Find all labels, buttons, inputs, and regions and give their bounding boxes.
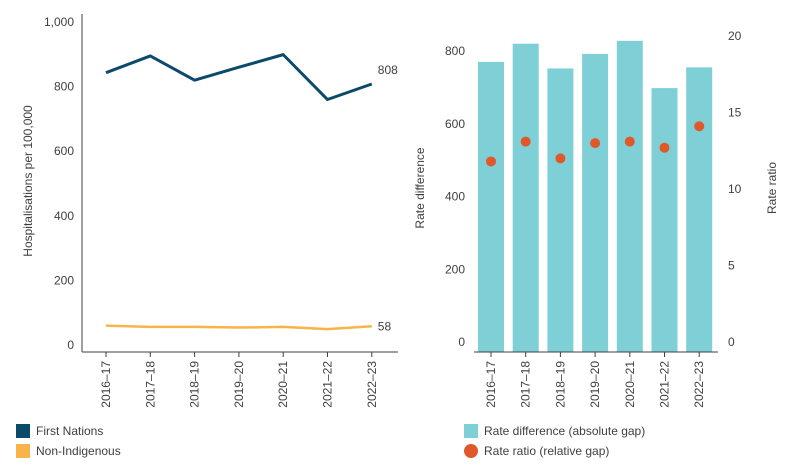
- chart1-end-label: 808: [378, 63, 398, 77]
- chart1-xtick-label: 2016–17: [99, 361, 113, 408]
- legend-label-rate-ratio: Rate ratio (relative gap): [484, 444, 610, 458]
- chart1-xtick-label: 2022–23: [365, 361, 379, 408]
- chart2-ytick-label: 0: [458, 335, 465, 349]
- legend-item-first-nations: First Nations: [16, 423, 121, 439]
- chart2-ytick-label: 400: [445, 190, 465, 204]
- rate-difference-bar: [616, 40, 643, 352]
- chart2-ytick-label: 600: [445, 117, 465, 131]
- chart2-y2tick-label: 0: [728, 335, 735, 349]
- chart1-xtick-label: 2018–19: [188, 361, 202, 408]
- chart2-y2tick-label: 20: [728, 29, 742, 43]
- legend-label-non-indigenous: Non-Indigenous: [36, 444, 121, 458]
- rate-difference-bar: [651, 88, 678, 352]
- chart2-y2tick-label: 10: [728, 182, 742, 196]
- chart1-end-label: 58: [378, 319, 392, 333]
- rate-ratio-dot: [590, 138, 601, 149]
- chart2-y2tick-label: 5: [728, 259, 735, 273]
- rate-ratio-dot: [486, 156, 496, 167]
- rate-difference-bar: [686, 67, 713, 353]
- legend-swatch-first-nations: [16, 424, 30, 438]
- rate-ratio-dot: [659, 142, 670, 153]
- chart2-y2label: Rate ratio: [765, 162, 779, 214]
- rate-ratio-dot: [520, 136, 531, 147]
- legend-label-rate-difference: Rate difference (absolute gap): [484, 424, 646, 438]
- rate-difference-bar: [512, 43, 539, 352]
- chart2-xtick-label: 2017–18: [519, 361, 533, 408]
- chart2-ylabel: Rate difference: [413, 147, 427, 228]
- legend-label-first-nations: First Nations: [36, 424, 104, 438]
- chart2-legend: Rate difference (absolute gap) Rate rati…: [464, 423, 645, 459]
- chart2-ytick-label: 800: [445, 44, 465, 58]
- legend-item-rate-ratio: Rate ratio (relative gap): [464, 443, 645, 459]
- legend-item-non-indigenous: Non-Indigenous: [16, 443, 121, 459]
- chart1-xtick-label: 2021–22: [321, 361, 335, 408]
- rate-ratio-dot: [694, 121, 705, 132]
- chart1-xtick-label: 2019–20: [232, 361, 246, 408]
- chart1-xtick-label: 2017–18: [143, 361, 157, 408]
- chart2-xtick-label: 2021–22: [658, 361, 672, 408]
- rate-ratio-dot: [555, 153, 566, 164]
- chart2-xtick-label: 2019–20: [588, 361, 602, 408]
- chart1-legend: First Nations Non-Indigenous: [16, 423, 121, 459]
- chart1-xtick-label: 2020–21: [276, 361, 290, 408]
- chart2-xtick-label: 2016–17: [484, 361, 498, 408]
- chart1-ytick-label: 800: [54, 80, 74, 94]
- rate-difference-bar: [582, 53, 609, 352]
- chart2-xtick-label: 2020–21: [623, 361, 637, 408]
- chart1-ytick-label: 1,000: [44, 15, 74, 29]
- chart1-ytick-label: 0: [67, 338, 74, 352]
- rate-difference-bar: [547, 68, 574, 353]
- rate-ratio-dot: [624, 136, 635, 147]
- chart2-xtick-label: 2022–23: [692, 361, 706, 408]
- bar-chart-gap: Rate difference Rate ratio 8006004002000…: [413, 29, 779, 408]
- line-chart-hospitalisations: Hospitalisations per 100,000 1,000 800 600…: [21, 14, 398, 408]
- legend-swatch-rate-difference: [464, 424, 478, 438]
- non-indigenous-line: [105, 324, 372, 331]
- legend-swatch-rate-ratio: [464, 444, 478, 458]
- chart1-ytick-label: 200: [54, 273, 74, 287]
- chart2-xtick-label: 2018–19: [553, 361, 567, 408]
- chart2-y2tick-label: 15: [728, 106, 742, 120]
- chart1-ytick-label: 400: [54, 209, 74, 223]
- first-nations-line: [105, 53, 373, 102]
- chart1-ylabel: Hospitalisations per 100,000: [21, 105, 35, 257]
- chart1-ytick-label: 600: [54, 144, 74, 158]
- legend-swatch-non-indigenous: [16, 444, 30, 458]
- rate-difference-bar: [478, 61, 504, 352]
- legend-item-rate-difference: Rate difference (absolute gap): [464, 423, 645, 439]
- chart2-ytick-label: 200: [445, 262, 465, 276]
